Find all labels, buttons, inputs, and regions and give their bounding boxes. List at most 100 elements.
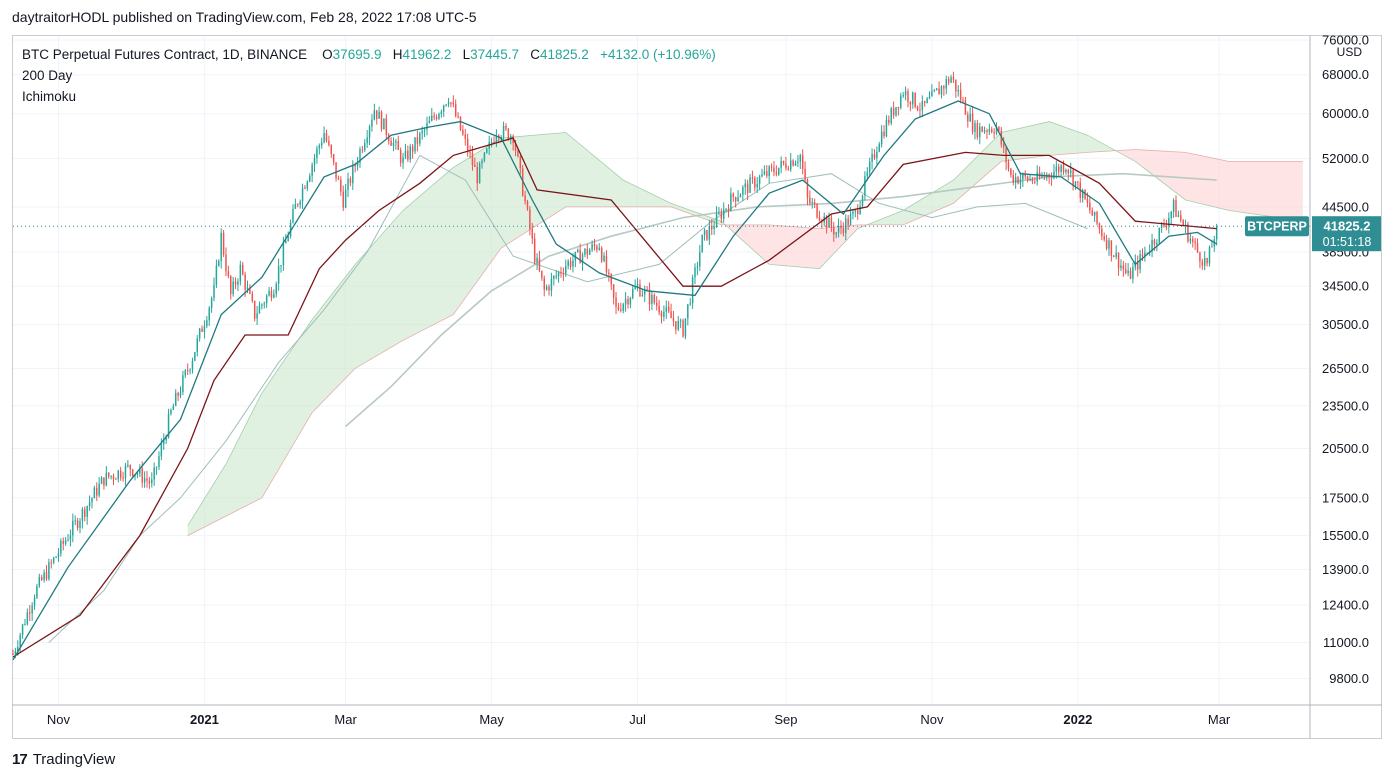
candle-down[interactable] [129,464,131,470]
candle-down[interactable] [916,107,919,110]
candle-down[interactable] [469,152,471,154]
candle-up[interactable] [60,540,62,554]
candle-down[interactable] [605,255,608,273]
candle-up[interactable] [744,183,746,188]
candle-up[interactable] [81,509,84,522]
candle-up[interactable] [644,289,646,295]
candle-down[interactable] [50,562,53,564]
candle-up[interactable] [749,177,751,193]
candle-up[interactable] [1132,267,1134,279]
candle-up[interactable] [198,328,201,339]
candle-up[interactable] [895,107,897,116]
candle-up[interactable] [409,146,411,160]
candle-up[interactable] [866,172,869,177]
candle-up[interactable] [289,222,292,237]
price-tag[interactable] [1312,216,1381,252]
candle-down[interactable] [361,149,364,151]
candle-up[interactable] [969,113,971,122]
candle-up[interactable] [38,577,41,587]
candle-down[interactable] [883,131,885,137]
candle-up[interactable] [1127,270,1129,274]
candle-down[interactable] [249,287,251,294]
candle-down[interactable] [186,370,189,372]
candle-down[interactable] [1192,238,1194,242]
candle-up[interactable] [285,241,287,244]
candle-down[interactable] [1165,225,1168,227]
candle-up[interactable] [431,115,433,121]
candle-up[interactable] [694,267,696,278]
candle-up[interactable] [91,498,93,503]
candle-up[interactable] [139,468,141,474]
candle-down[interactable] [971,113,974,133]
candle-up[interactable] [208,307,210,321]
candle-down[interactable] [804,168,806,181]
candle-up[interactable] [622,304,624,311]
candle-up[interactable] [172,405,175,410]
candle-up[interactable] [557,272,560,277]
candle-down[interactable] [892,108,895,116]
candle-up[interactable] [67,539,69,541]
candle-up[interactable] [194,352,196,361]
candle-down[interactable] [967,114,969,122]
candle-down[interactable] [1024,173,1026,177]
candle-down[interactable] [1105,239,1108,249]
candle-up[interactable] [598,247,601,250]
candle-down[interactable] [727,208,730,211]
candle-up[interactable] [995,126,998,134]
candle-up[interactable] [483,152,486,161]
candle-up[interactable] [174,393,177,406]
candle-up[interactable] [624,299,627,305]
candle-up[interactable] [553,276,555,279]
candle-down[interactable] [112,475,115,479]
candle-down[interactable] [519,156,522,169]
candle-up[interactable] [447,102,450,105]
candle-up[interactable] [275,283,277,295]
candle-down[interactable] [667,307,670,312]
candle-down[interactable] [459,116,462,131]
candle-down[interactable] [1206,257,1208,264]
candle-down[interactable] [1180,215,1182,221]
candle-up[interactable] [277,265,280,284]
candle-up[interactable] [69,535,72,540]
candle-down[interactable] [227,271,230,277]
candle-up[interactable] [876,151,878,159]
candle-up[interactable] [31,605,33,614]
candle-up[interactable] [179,392,182,396]
candle-down[interactable] [782,161,785,164]
candle-down[interactable] [119,470,122,478]
candle-up[interactable] [1156,242,1158,245]
candle-up[interactable] [629,297,632,305]
candle-down[interactable] [770,166,773,168]
candle-down[interactable] [29,612,31,614]
candle-down[interactable] [1034,181,1036,183]
candle-down[interactable] [1136,261,1139,270]
candle-up[interactable] [1065,169,1067,173]
candle-up[interactable] [490,141,493,143]
candle-down[interactable] [349,178,352,184]
candle-down[interactable] [620,309,622,311]
candle-down[interactable] [103,477,105,486]
candle-up[interactable] [1022,173,1024,180]
candle-down[interactable] [952,77,955,80]
candle-down[interactable] [660,312,663,317]
candle-up[interactable] [419,133,421,144]
candle-down[interactable] [964,100,967,115]
candle-down[interactable] [610,274,612,285]
candle-up[interactable] [730,193,732,211]
candle-down[interactable] [986,130,988,132]
candle-down[interactable] [1007,162,1010,169]
candle-down[interactable] [452,102,455,105]
candle-up[interactable] [323,133,325,143]
candle-up[interactable] [136,473,139,475]
candle-up[interactable] [308,175,311,182]
candle-up[interactable] [565,265,567,274]
candle-up[interactable] [636,284,639,287]
candle-up[interactable] [940,86,943,95]
candle-up[interactable] [19,634,21,648]
candle-down[interactable] [335,162,337,179]
candle-up[interactable] [261,304,263,306]
candle-up[interactable] [287,236,289,242]
candle-up[interactable] [789,160,792,170]
candle-up[interactable] [445,104,447,106]
candle-down[interactable] [1201,261,1204,266]
